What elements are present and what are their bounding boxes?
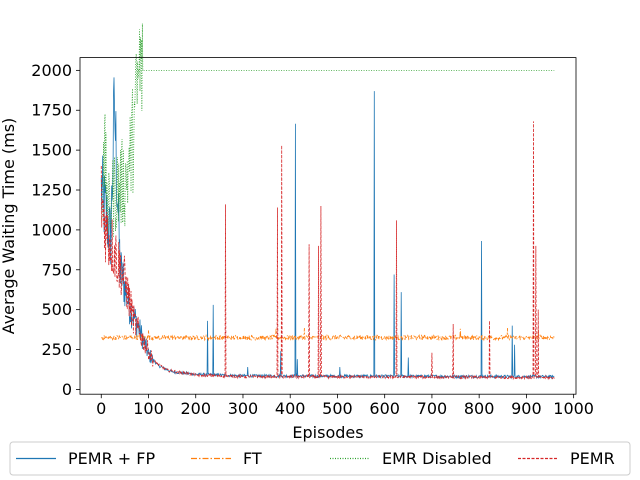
x-tick-label: 100 <box>133 399 164 418</box>
x-tick-label: 1000 <box>553 399 594 418</box>
x-tick-label: 900 <box>511 399 542 418</box>
legend-label-3: PEMR <box>570 449 615 468</box>
x-tick-label: 0 <box>96 399 106 418</box>
plot-frame <box>79 57 577 395</box>
legend-label-2: EMR Disabled <box>382 449 492 468</box>
series-line-2 <box>100 23 555 238</box>
x-tick-label: 300 <box>228 399 259 418</box>
y-tick-label: 1750 <box>31 101 72 120</box>
y-axis-title: Average Waiting Time (ms) <box>0 118 18 335</box>
y-tick-label: 500 <box>41 300 72 319</box>
x-axis: 0 100 200 300 400 500 600 700 800 900 1000 <box>96 394 594 418</box>
x-tick-label: 200 <box>180 399 211 418</box>
legend: PEMR + FP FT EMR Disabled PEMR <box>9 441 631 476</box>
x-tick-label: 400 <box>275 399 306 418</box>
y-axis: 0 250 500 750 1000 1250 1500 1750 2000 <box>31 61 80 399</box>
x-tick-label: 800 <box>464 399 495 418</box>
series-line-3 <box>100 121 555 381</box>
legend-label-1: FT <box>243 449 262 468</box>
y-tick-label: 250 <box>41 340 72 359</box>
y-tick-label: 1500 <box>31 141 72 160</box>
legend-frame <box>9 441 631 476</box>
series-line-1 <box>100 327 555 342</box>
x-tick-label: 700 <box>417 399 448 418</box>
y-tick-label: 0 <box>62 380 72 399</box>
y-tick-label: 1250 <box>31 181 72 200</box>
legend-label-0: PEMR + FP <box>68 449 155 468</box>
y-tick-label: 2000 <box>31 61 72 80</box>
y-tick-label: 1000 <box>31 220 72 239</box>
x-axis-title: Episodes <box>292 423 363 442</box>
series-layer <box>100 23 555 381</box>
x-tick-label: 500 <box>322 399 353 418</box>
series-line-0 <box>100 77 555 380</box>
x-tick-label: 600 <box>369 399 400 418</box>
y-tick-label: 750 <box>41 260 72 279</box>
